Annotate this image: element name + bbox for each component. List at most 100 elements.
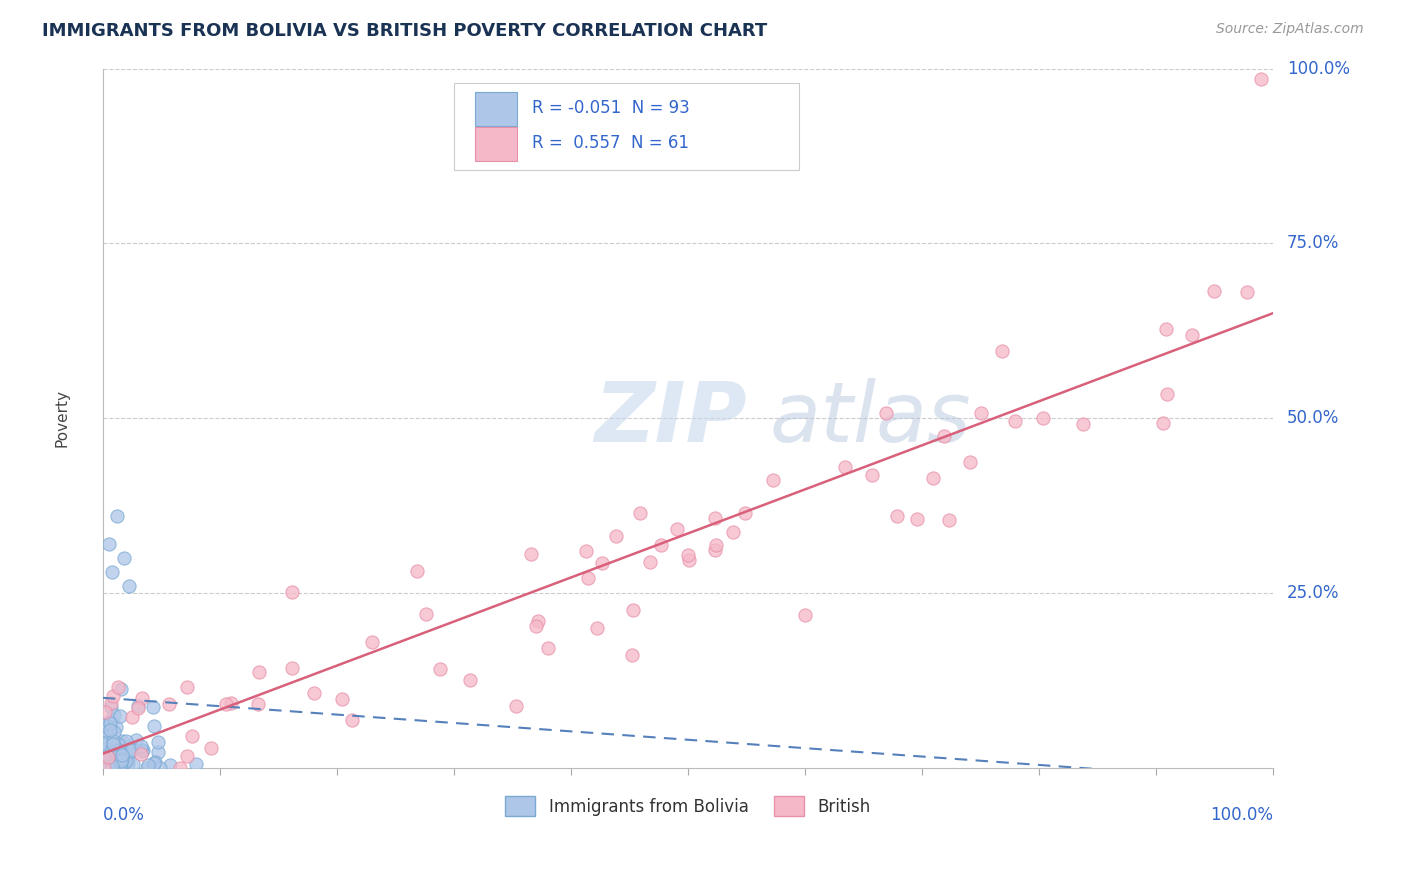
Point	[98, 714, 121, 728]
Point	[103, 758, 125, 772]
Point	[104, 753, 127, 767]
Point	[520, 547, 543, 561]
Point	[108, 744, 131, 758]
Point	[108, 760, 131, 774]
Point	[1156, 321, 1178, 335]
Point	[505, 699, 527, 714]
Point	[176, 680, 198, 694]
Point	[108, 708, 131, 723]
FancyBboxPatch shape	[454, 83, 799, 170]
Point	[834, 460, 856, 475]
Point	[105, 756, 128, 771]
Text: R =  0.557  N = 61: R = 0.557 N = 61	[533, 135, 689, 153]
Point	[125, 732, 148, 747]
Point	[110, 754, 132, 768]
Point	[103, 708, 125, 723]
Point	[97, 749, 120, 764]
Point	[1071, 417, 1094, 431]
Point	[302, 686, 325, 700]
Point	[620, 648, 643, 662]
Text: 75.0%: 75.0%	[1286, 235, 1339, 252]
Point	[970, 405, 993, 419]
Point	[101, 737, 124, 751]
Point	[97, 761, 120, 775]
Point	[96, 760, 118, 774]
Point	[122, 742, 145, 756]
Point	[132, 742, 155, 756]
Point	[247, 665, 270, 680]
Point	[117, 579, 139, 593]
Point	[405, 564, 427, 578]
Text: 100.0%: 100.0%	[1209, 806, 1272, 824]
Point	[575, 544, 598, 558]
Point	[111, 734, 134, 748]
Point	[105, 509, 128, 524]
Point	[665, 522, 688, 536]
Point	[281, 584, 304, 599]
Point	[247, 697, 270, 711]
Point	[537, 641, 560, 656]
Point	[115, 740, 138, 755]
Point	[638, 556, 661, 570]
Point	[93, 759, 115, 773]
Text: 50.0%: 50.0%	[1286, 409, 1339, 427]
Point	[342, 713, 364, 727]
Point	[96, 758, 118, 772]
Point	[93, 751, 115, 765]
Point	[361, 635, 384, 649]
Point	[131, 747, 153, 762]
Point	[142, 759, 165, 773]
Point	[94, 742, 117, 756]
Point	[98, 754, 121, 768]
Point	[586, 621, 609, 635]
Point	[93, 757, 115, 772]
Point	[181, 729, 204, 743]
Point	[704, 542, 727, 557]
Point	[159, 758, 181, 772]
Point	[527, 614, 550, 628]
Point	[149, 760, 172, 774]
Point	[91, 748, 114, 763]
Point	[143, 719, 166, 733]
Point	[429, 662, 451, 676]
Point	[146, 745, 169, 759]
Point	[108, 754, 131, 768]
Point	[93, 757, 115, 772]
Point	[142, 699, 165, 714]
Point	[101, 734, 124, 748]
Point	[100, 696, 122, 710]
Point	[93, 705, 115, 719]
Point	[576, 571, 599, 585]
Point	[200, 740, 222, 755]
Point	[93, 761, 115, 775]
Point	[117, 743, 139, 757]
Point	[112, 551, 135, 566]
Point	[678, 553, 700, 567]
Point	[1236, 285, 1258, 299]
Point	[103, 690, 125, 704]
Point	[94, 723, 117, 737]
Point	[621, 603, 644, 617]
Text: Source: ZipAtlas.com: Source: ZipAtlas.com	[1216, 22, 1364, 37]
Point	[1152, 416, 1174, 430]
Point	[115, 754, 138, 768]
Point	[103, 752, 125, 766]
Legend: Immigrants from Bolivia, British: Immigrants from Bolivia, British	[499, 789, 877, 822]
Point	[605, 529, 627, 543]
Point	[97, 752, 120, 766]
Point	[703, 511, 725, 525]
Point	[650, 538, 672, 552]
Point	[110, 682, 132, 697]
Point	[458, 673, 481, 688]
Point	[214, 697, 236, 711]
FancyBboxPatch shape	[475, 127, 517, 161]
Point	[959, 455, 981, 469]
Text: 0.0%: 0.0%	[103, 806, 145, 824]
Text: IMMIGRANTS FROM BOLIVIA VS BRITISH POVERTY CORRELATION CHART: IMMIGRANTS FROM BOLIVIA VS BRITISH POVER…	[42, 22, 768, 40]
Point	[1250, 72, 1272, 87]
Point	[110, 756, 132, 770]
Point	[98, 758, 121, 772]
Point	[762, 473, 785, 487]
Point	[91, 718, 114, 732]
Point	[704, 538, 727, 552]
